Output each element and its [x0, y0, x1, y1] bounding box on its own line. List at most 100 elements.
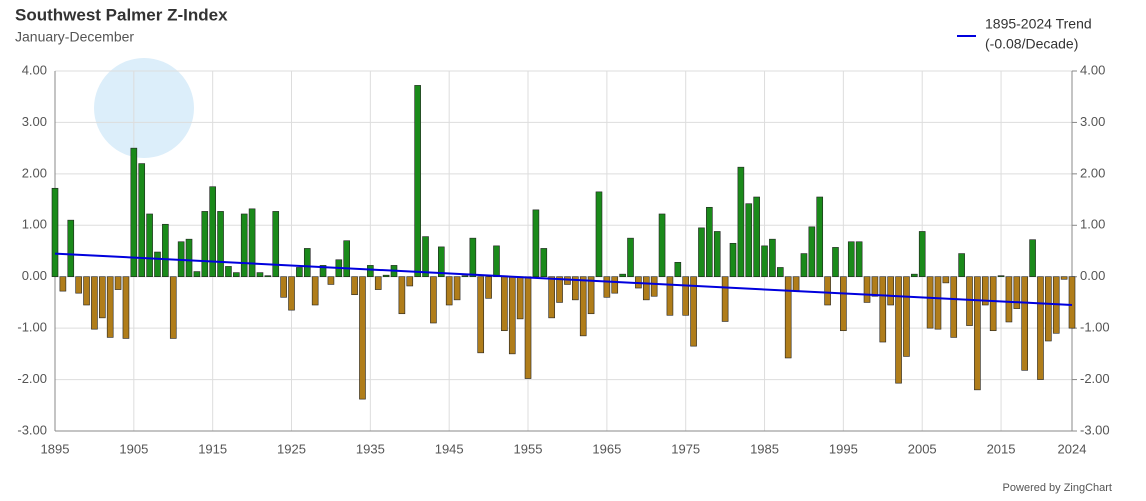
bar: [374, 276, 382, 290]
bar: [1060, 276, 1068, 280]
bar: [706, 206, 713, 278]
footer: Powered by ZingChart: [1003, 482, 1112, 494]
bar: [855, 241, 863, 278]
bar: [422, 236, 429, 278]
logo-watermark: [94, 58, 194, 158]
x-tick-label: 1895: [41, 441, 70, 456]
bar: [611, 276, 619, 294]
bar: [548, 276, 555, 319]
bar: [477, 276, 485, 354]
y2-tick-label: 2.00: [1080, 165, 1105, 180]
bar: [808, 226, 816, 278]
chart-subtitle: January-December: [15, 29, 134, 45]
bar: [792, 276, 800, 292]
x-tick-label: 1985: [750, 441, 779, 456]
bar: [225, 266, 232, 278]
bar: [1045, 276, 1052, 342]
bar: [911, 273, 918, 278]
bar: [761, 245, 768, 278]
x-tick-label: 1925: [277, 441, 306, 456]
bar: [556, 276, 563, 303]
bar: [99, 276, 106, 319]
bar: [745, 203, 753, 278]
bar: [698, 227, 705, 278]
bar: [713, 231, 721, 278]
bar: [824, 276, 831, 306]
bar: [997, 275, 1005, 278]
bar: [516, 276, 524, 320]
x-tick-label: 2015: [987, 441, 1016, 456]
x-tick-label: 1955: [514, 441, 543, 456]
bar: [642, 276, 650, 301]
bar: [280, 276, 287, 298]
y-tick-label: 0.00: [22, 268, 47, 283]
bar: [430, 276, 437, 324]
bar: [524, 276, 532, 379]
bar: [343, 240, 350, 278]
bar: [989, 276, 997, 332]
bar: [83, 276, 90, 306]
bar: [319, 265, 327, 278]
x-tick-label: 1935: [356, 441, 385, 456]
bar: [1013, 276, 1021, 309]
y-tick-label: 2.00: [22, 165, 47, 180]
bar: [493, 245, 500, 278]
bar: [67, 219, 75, 278]
bar: [840, 276, 847, 332]
bar: [587, 276, 595, 315]
legend-label: 1895-2024 Trend: [985, 16, 1092, 32]
bar: [903, 276, 910, 357]
bar: [871, 276, 879, 297]
bar: [579, 276, 587, 337]
bar: [217, 211, 224, 278]
x-tick-label: 1995: [829, 441, 858, 456]
bar: [359, 276, 366, 400]
bar: [398, 276, 406, 315]
bar: [863, 276, 871, 303]
bar: [162, 223, 169, 278]
bar: [1005, 276, 1013, 323]
bar: [185, 238, 193, 278]
bar: [288, 276, 295, 311]
bar: [1037, 276, 1044, 380]
bar: [154, 251, 161, 278]
x-tick-label: 1915: [198, 441, 227, 456]
bar: [256, 272, 264, 278]
bar: [958, 253, 965, 278]
bar: [485, 276, 492, 299]
y2-tick-label: -2.00: [1080, 371, 1110, 386]
bar: [895, 276, 902, 384]
bar: [887, 276, 894, 306]
bar: [690, 276, 697, 347]
bar: [114, 276, 122, 290]
bar: [445, 276, 453, 306]
bar: [603, 276, 611, 298]
bar: [122, 276, 130, 339]
y-tick-label: 4.00: [22, 62, 47, 77]
y-tick-label: 3.00: [22, 114, 47, 129]
bar: [816, 196, 824, 278]
y-tick-label: -1.00: [17, 320, 47, 335]
y2-tick-label: -3.00: [1080, 422, 1110, 437]
bar: [981, 276, 989, 306]
bar: [303, 248, 311, 278]
bar: [91, 276, 98, 330]
bar: [918, 231, 926, 278]
chart-title: Southwest Palmer Z-Index: [15, 5, 228, 24]
y2-tick-label: 3.00: [1080, 114, 1105, 129]
bar: [327, 276, 335, 285]
bar: [201, 211, 209, 278]
y2-tick-label: 0.00: [1080, 268, 1105, 283]
y-tick-label: -2.00: [17, 371, 47, 386]
bar: [1021, 276, 1028, 371]
bar: [800, 253, 808, 278]
trend-line: [54, 252, 1073, 306]
bar: [934, 276, 942, 330]
bar: [650, 276, 658, 297]
bar: [658, 213, 666, 278]
bar: [351, 276, 358, 296]
bar: [453, 276, 461, 301]
bar: [461, 275, 469, 278]
bar: [240, 213, 248, 278]
